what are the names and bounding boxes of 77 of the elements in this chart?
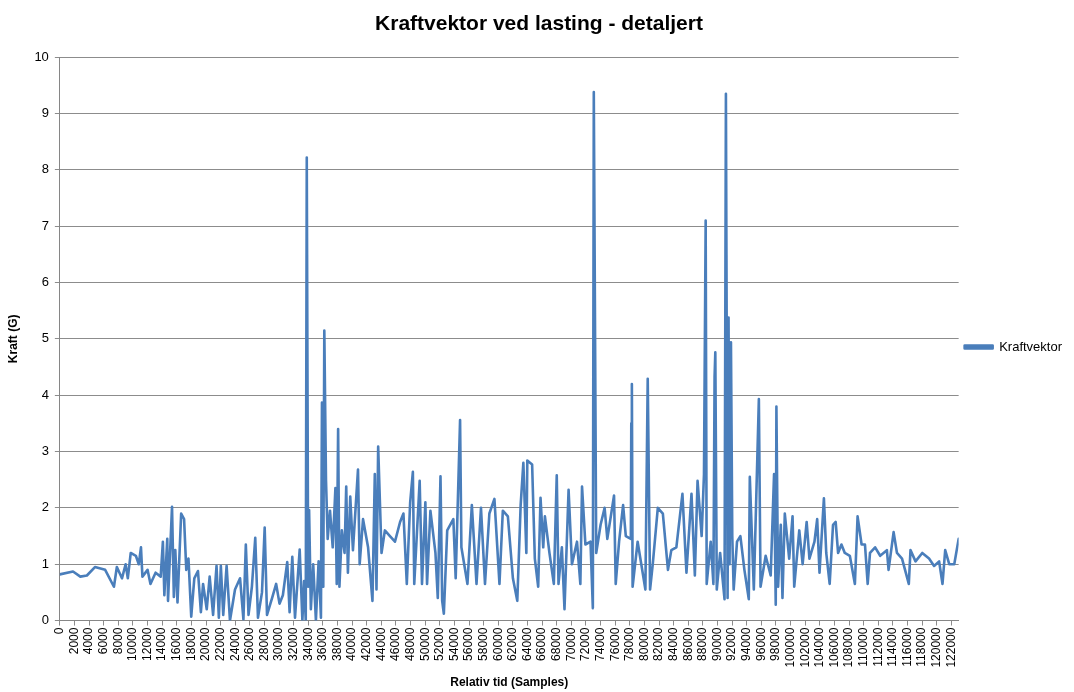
x-tick-label: 76000: [607, 627, 622, 661]
x-tick-label: 38000: [329, 627, 344, 661]
x-tick-label: 20000: [198, 627, 213, 661]
y-tick-label: 10: [34, 48, 49, 64]
x-tick-label: 8000: [110, 627, 125, 655]
x-tick-label: 72000: [578, 627, 593, 661]
y-tick-label: 1: [41, 555, 49, 571]
x-tick-label: 18000: [183, 627, 198, 661]
legend-label: Kraftvektor: [999, 338, 1063, 354]
x-tick-label: 66000: [534, 627, 549, 661]
x-tick-label: 96000: [753, 627, 768, 661]
x-tick-label: 0: [52, 627, 67, 635]
x-tick-label: 116000: [899, 627, 914, 667]
x-tick-label: 52000: [432, 627, 447, 661]
x-tick-label: 88000: [695, 627, 710, 661]
x-tick-label: 98000: [768, 627, 783, 661]
x-tick-label: 50000: [417, 627, 432, 661]
x-tick-label: 60000: [490, 627, 505, 661]
x-tick-label: 94000: [739, 627, 754, 661]
x-tick-label: 32000: [286, 627, 300, 661]
x-tick-label: 82000: [651, 627, 666, 661]
x-tick-label: 44000: [373, 627, 388, 661]
x-tick-label: 122000: [943, 627, 958, 668]
y-tick-label: 7: [41, 217, 49, 233]
y-tick-label: 8: [41, 161, 49, 177]
x-tick-label: 24000: [227, 627, 242, 661]
x-tick-label: 86000: [680, 627, 695, 661]
y-tick-label: 2: [41, 499, 49, 515]
y-tick-label: 3: [41, 443, 49, 459]
x-tick-label: 48000: [402, 627, 417, 661]
x-tick-label: 64000: [519, 627, 534, 661]
x-tick-label: 74000: [592, 627, 607, 661]
x-tick-label: 56000: [461, 627, 476, 661]
x-tick-label: 28000: [256, 627, 271, 661]
x-tick-label: 84000: [665, 627, 680, 661]
x-tick-label: 34000: [300, 627, 315, 661]
x-tick-label: 112000: [870, 627, 885, 667]
y-axis-title: Kraft (G): [5, 314, 20, 364]
y-tick-label: 5: [41, 330, 49, 346]
x-tick-label: 100000: [782, 627, 797, 668]
x-tick-label: 10000: [125, 627, 140, 661]
x-tick-label: 22000: [212, 627, 227, 661]
x-tick-label: 70000: [563, 627, 578, 661]
x-tick-label: 6000: [96, 627, 111, 655]
x-tick-label: 30000: [271, 627, 286, 661]
x-tick-label: 62000: [505, 627, 520, 661]
x-tick-label: 106000: [826, 627, 841, 668]
x-tick-label: 4000: [81, 627, 96, 655]
x-tick-label: 114000: [885, 627, 900, 667]
x-tick-label: 108000: [841, 627, 856, 668]
x-tick-label: 14000: [154, 627, 169, 661]
x-tick-label: 102000: [797, 627, 812, 668]
x-tick-label: 54000: [446, 627, 461, 661]
x-tick-label: 118000: [914, 627, 929, 667]
x-tick-label: 42000: [359, 627, 374, 661]
y-tick-label: 9: [41, 105, 49, 121]
x-axis-title: Relativ tid (Samples): [450, 675, 569, 690]
chart-title: Kraftvektor ved lasting - detaljert: [375, 11, 703, 35]
x-tick-label: 12000: [139, 627, 154, 661]
y-tick-label: 0: [41, 612, 49, 628]
x-tick-label: 110000: [855, 627, 870, 667]
x-tick-label: 90000: [709, 627, 724, 661]
y-tick-label: 6: [41, 274, 49, 290]
x-tick-label: 92000: [724, 627, 739, 661]
x-tick-label: 2000: [66, 627, 81, 655]
x-tick-label: 46000: [388, 627, 403, 661]
x-tick-label: 68000: [549, 627, 564, 661]
x-tick-label: 120000: [929, 627, 944, 668]
x-tick-label: 80000: [636, 627, 651, 661]
x-tick-label: 26000: [242, 627, 257, 661]
x-tick-label: 58000: [475, 627, 490, 661]
x-tick-label: 40000: [344, 627, 359, 661]
x-tick-label: 16000: [169, 627, 184, 661]
x-tick-label: 36000: [315, 627, 330, 661]
y-tick-label: 4: [41, 386, 49, 402]
x-tick-label: 78000: [622, 627, 637, 661]
x-tick-label: 104000: [812, 627, 827, 668]
